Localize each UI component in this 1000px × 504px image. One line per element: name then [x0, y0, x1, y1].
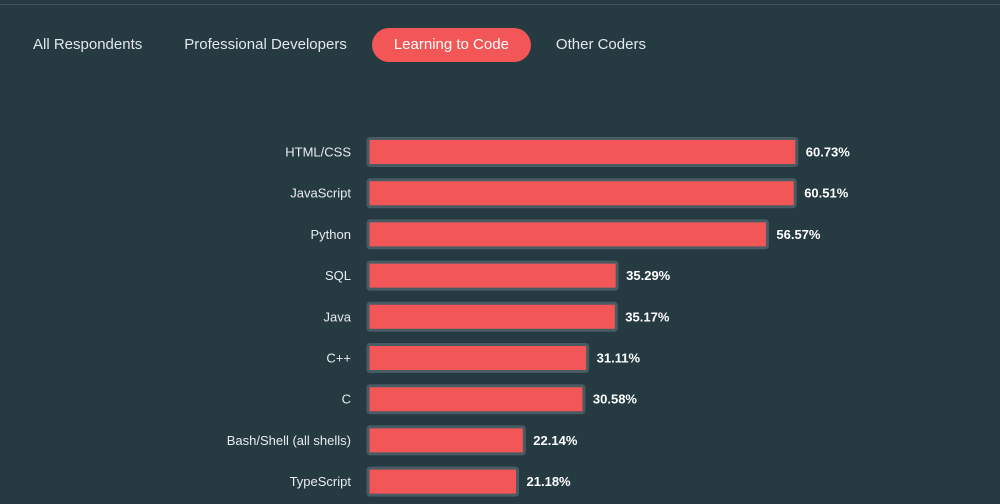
category-label: C++ — [326, 351, 351, 366]
tab-learning-to-code[interactable]: Learning to Code — [371, 28, 531, 62]
bar[interactable] — [366, 301, 618, 332]
bar[interactable] — [366, 466, 520, 497]
bar[interactable] — [366, 137, 799, 167]
category-label: HTML/CSS — [285, 145, 351, 160]
value-label: 60.73% — [806, 145, 851, 160]
category-label: Java — [324, 309, 352, 324]
bar[interactable] — [366, 219, 769, 250]
category-label: Python — [311, 227, 351, 242]
value-label: 30.58% — [593, 392, 638, 407]
value-label: 21.18% — [527, 474, 572, 489]
value-label: 60.51% — [804, 186, 849, 201]
category-label: TypeScript — [290, 474, 352, 489]
category-label: C — [342, 392, 351, 407]
tab-other-coders[interactable]: Other Coders — [555, 36, 646, 53]
category-label: JavaScript — [290, 186, 351, 201]
top-divider — [0, 4, 1000, 5]
value-label: 35.17% — [625, 309, 670, 324]
bar[interactable] — [366, 384, 586, 415]
bar[interactable] — [366, 343, 590, 373]
value-label: 56.57% — [776, 227, 821, 242]
respondent-tabs: All Respondents Professional Developers … — [16, 28, 663, 62]
category-label: SQL — [325, 268, 351, 283]
bar[interactable] — [366, 425, 526, 456]
bar[interactable] — [366, 260, 619, 291]
value-label: 31.11% — [597, 351, 641, 366]
category-label: Bash/Shell (all shells) — [227, 433, 351, 448]
value-label: 22.14% — [533, 433, 578, 448]
tab-professional-developers[interactable]: Professional Developers — [184, 36, 347, 53]
tab-all-respondents[interactable]: All Respondents — [33, 36, 143, 53]
value-label: 35.29% — [626, 268, 671, 283]
bar[interactable] — [366, 178, 797, 209]
